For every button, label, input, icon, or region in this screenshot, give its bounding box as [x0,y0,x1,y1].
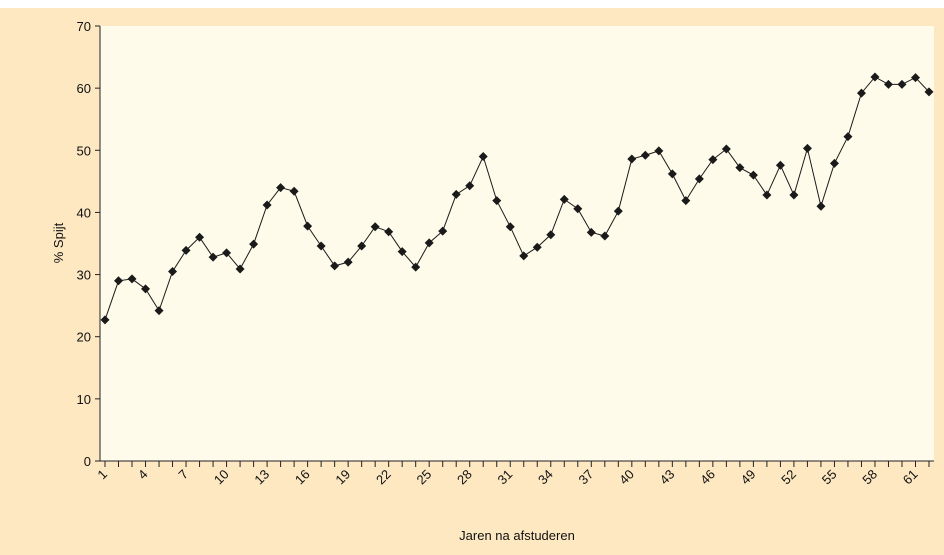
marker [613,206,623,216]
marker [816,201,826,211]
marker [802,143,812,153]
marker [384,227,394,237]
marker [775,160,785,170]
marker [154,306,164,316]
marker [897,79,907,89]
marker [411,262,421,272]
y-tick-label: 10 [77,392,91,407]
marker [276,183,286,193]
marker [559,194,569,204]
marker [762,190,772,200]
marker [519,251,529,261]
marker [195,232,205,242]
marker [694,174,704,184]
marker [748,170,758,180]
marker [127,274,137,284]
marker [492,196,502,206]
marker [505,222,515,232]
marker [721,144,731,154]
marker [357,241,367,251]
marker [910,73,920,83]
marker [424,238,434,248]
marker [654,146,664,156]
marker [924,87,934,97]
marker [708,155,718,165]
marker [829,158,839,168]
y-tick-label: 20 [77,330,91,345]
marker [573,204,583,214]
marker [330,261,340,271]
marker [222,248,232,258]
marker [141,284,151,294]
marker [451,189,461,199]
marker [465,181,475,191]
marker [438,226,448,236]
marker [532,242,542,252]
marker [843,132,853,142]
marker [114,276,124,286]
y-axis-label: % Spijt [51,222,66,263]
marker [735,163,745,173]
marker [303,221,313,231]
marker [856,88,866,98]
y-tick-label: 60 [77,81,91,96]
marker [343,257,353,267]
y-tick-label: 50 [77,143,91,158]
marker [883,79,893,89]
marker [667,169,677,179]
marker [640,150,650,160]
marker [100,315,110,325]
y-tick-label: 40 [77,205,91,220]
y-tick-label: 30 [77,268,91,283]
plot-area [100,26,934,461]
y-tick-label: 70 [77,19,91,34]
line [104,76,930,321]
y-tick-label: 0 [84,454,91,469]
marker [181,245,191,255]
marker [262,200,272,210]
marker [235,264,245,274]
marker [370,222,380,232]
marker [397,247,407,257]
marker [870,72,880,82]
marker [627,154,637,164]
marker [316,241,326,251]
marker [546,230,556,240]
marker [586,227,596,237]
marker [208,252,218,262]
marker [681,196,691,206]
marker [600,231,610,241]
marker [289,186,299,196]
marker [478,152,488,161]
marker [168,266,178,276]
x-axis-label: Jaren na afstuderen [459,528,575,543]
marker [789,190,799,200]
marker [249,239,259,249]
